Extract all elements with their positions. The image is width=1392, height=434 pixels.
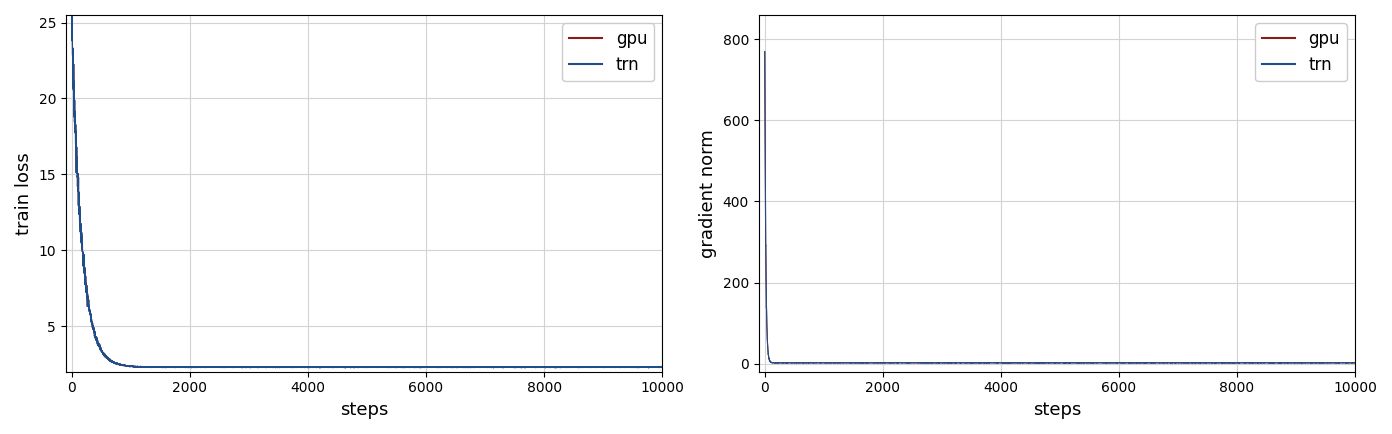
Y-axis label: train loss: train loss	[15, 152, 33, 235]
trn	[622, 365, 639, 370]
gpu	[88, 337, 104, 342]
gpu	[756, 49, 773, 54]
trn	[640, 365, 657, 371]
trn	[352, 365, 369, 370]
gpu	[1315, 360, 1332, 365]
trn	[64, 18, 81, 23]
trn	[88, 337, 104, 342]
trn	[1346, 360, 1363, 365]
Legend: gpu, trn: gpu, trn	[562, 23, 654, 81]
Line: trn: trn	[764, 52, 1354, 363]
trn	[759, 339, 775, 344]
gpu	[1346, 360, 1363, 365]
gpu	[180, 365, 196, 370]
Line: gpu: gpu	[72, 13, 663, 368]
gpu	[99, 355, 116, 360]
gpu	[873, 360, 889, 365]
gpu	[792, 360, 809, 365]
trn	[180, 365, 196, 370]
trn	[1045, 360, 1062, 365]
Legend: gpu, trn: gpu, trn	[1256, 23, 1346, 81]
X-axis label: steps: steps	[340, 401, 388, 419]
trn	[781, 360, 798, 365]
gpu	[622, 365, 639, 370]
trn	[67, 112, 84, 117]
gpu	[640, 365, 657, 371]
gpu	[781, 360, 798, 365]
trn	[756, 49, 773, 54]
trn	[873, 360, 889, 365]
trn	[99, 355, 116, 360]
gpu	[654, 365, 671, 370]
Y-axis label: gradient norm: gradient norm	[699, 129, 717, 258]
gpu	[1045, 360, 1062, 365]
gpu	[759, 339, 775, 344]
X-axis label: steps: steps	[1033, 401, 1082, 419]
Line: gpu: gpu	[764, 52, 1354, 363]
trn	[1328, 360, 1345, 365]
trn	[654, 365, 671, 370]
gpu	[352, 365, 369, 370]
gpu	[67, 112, 84, 117]
Line: trn: trn	[72, 13, 663, 368]
trn	[1315, 360, 1332, 365]
gpu	[1328, 360, 1345, 365]
gpu	[64, 10, 81, 16]
trn	[64, 10, 81, 16]
gpu	[64, 18, 81, 23]
trn	[792, 360, 809, 365]
